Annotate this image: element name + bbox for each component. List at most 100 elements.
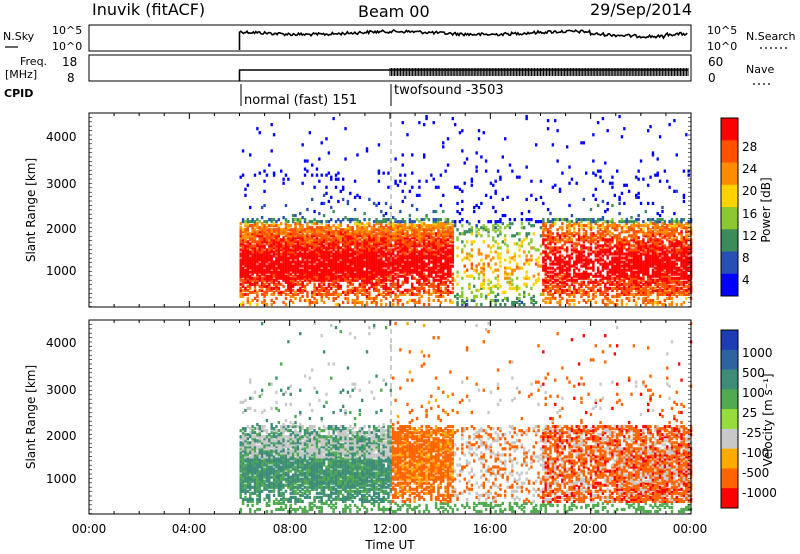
data-cell [437, 242, 440, 246]
data-cell [439, 294, 443, 299]
data-cell [318, 278, 321, 282]
data-cell [575, 242, 578, 246]
data-cell [322, 244, 326, 248]
data-cell [275, 276, 278, 280]
data-cell [627, 189, 631, 193]
data-cell [256, 254, 259, 258]
data-cell [608, 276, 612, 280]
data-cell [260, 232, 264, 236]
data-cell [585, 258, 588, 262]
data-cell [339, 260, 342, 264]
data-cell [511, 282, 514, 286]
data-cell [565, 266, 569, 270]
data-cell [601, 268, 605, 272]
nsky-trace [238, 29, 688, 50]
data-cell [310, 268, 314, 272]
data-cell [573, 280, 576, 284]
data-cell [358, 254, 362, 258]
data-cell [282, 236, 285, 240]
data-cell [258, 258, 261, 262]
data-cell [646, 276, 650, 280]
data-cell [299, 250, 302, 254]
data-cell [620, 286, 624, 290]
data-cell [494, 191, 497, 195]
data-cell [239, 262, 242, 266]
data-cell [549, 282, 552, 286]
data-cell [439, 238, 443, 242]
data-cell [470, 290, 474, 294]
data-cell [358, 238, 362, 242]
data-cell [561, 238, 564, 242]
data-cell [573, 264, 576, 268]
data-cell [320, 270, 323, 274]
data-cell [268, 218, 271, 222]
data-cell [387, 286, 390, 290]
data-cell [627, 226, 631, 230]
data-cell [618, 234, 621, 238]
data-cell [370, 280, 373, 284]
data-cell [585, 300, 588, 305]
data-cell [554, 288, 557, 292]
data-cell [518, 298, 521, 303]
data-cell [587, 252, 590, 256]
data-cell [585, 272, 588, 276]
data-cell [487, 220, 490, 224]
data-cell [406, 234, 409, 238]
data-cell [365, 268, 369, 272]
data-cell [280, 262, 283, 266]
data-cell [606, 254, 609, 258]
data-cell [630, 260, 633, 264]
data-cell [513, 252, 516, 256]
data-cell [337, 240, 340, 244]
data-cell [339, 236, 342, 240]
data-cell [446, 272, 450, 276]
data-cell [349, 242, 352, 246]
data-cell [289, 298, 292, 303]
data-cell [308, 264, 312, 268]
data-cell [585, 236, 588, 240]
data-cell [613, 244, 617, 248]
data-cell [341, 252, 345, 256]
data-cell [241, 173, 245, 177]
data-cell [513, 234, 516, 238]
data-cell [606, 302, 609, 307]
data-cell [282, 240, 285, 244]
data-cell [241, 244, 245, 248]
data-cell [413, 264, 416, 268]
data-cell [625, 268, 628, 272]
data-cell [437, 238, 440, 242]
data-cell [422, 286, 426, 290]
data-cell [301, 246, 304, 250]
data-cell [313, 300, 316, 305]
data-cell [451, 116, 454, 121]
data-cell [315, 236, 319, 240]
data-cell [244, 232, 247, 236]
data-cell [327, 234, 331, 238]
data-cell [511, 234, 514, 238]
data-cell [501, 197, 505, 202]
data-cell [346, 201, 350, 206]
data-cell [334, 246, 338, 250]
data-cell [363, 230, 366, 234]
data-cell [325, 254, 328, 258]
data-cell [511, 278, 514, 282]
data-cell [446, 242, 450, 246]
data-cell [346, 256, 350, 260]
data-cell [515, 262, 519, 266]
data-cell [341, 177, 345, 181]
data-cell [320, 286, 323, 290]
data-cell [344, 234, 347, 238]
data-cell [294, 238, 297, 242]
data-cell [556, 284, 559, 288]
data-cell [487, 278, 490, 282]
data-cell [637, 274, 640, 278]
data-cell [341, 218, 345, 222]
data-cell [351, 250, 354, 254]
data-cell [258, 252, 261, 256]
data-cell [315, 268, 319, 272]
data-cell [372, 272, 376, 276]
data-cell [642, 272, 645, 276]
data-cell [649, 300, 652, 305]
data-cell [284, 222, 288, 226]
data-cell [251, 282, 254, 286]
